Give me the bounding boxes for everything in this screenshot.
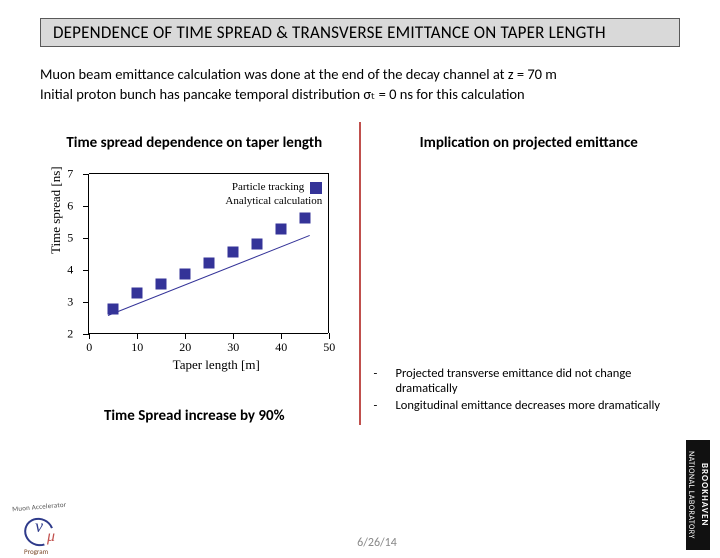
chart-xtick-label: 20 [179, 340, 191, 355]
left-column: Time spread dependence on taper length T… [30, 134, 359, 425]
content-columns: Time spread dependence on taper length T… [30, 134, 690, 425]
chart-xtick-label: 30 [227, 340, 239, 355]
chart-xlabel: Taper length [m] [44, 357, 344, 373]
nu-icon: ν [35, 516, 43, 537]
chart-marker [300, 212, 311, 223]
chart-xtick-label: 50 [323, 340, 335, 355]
chart-xtick-label: 40 [275, 340, 287, 355]
chart-marker [252, 238, 263, 249]
bnl-logo: BROOKHAVEN NATIONAL LABORATORY [686, 440, 710, 550]
slide-title: DEPENDENCE OF TIME SPREAD & TRANSVERSE E… [40, 18, 680, 47]
bullet-list: - Projected transverse emittance did not… [367, 366, 690, 415]
chart-trend-line [108, 235, 310, 316]
chart-marker [276, 224, 287, 235]
chart-ytick [83, 270, 89, 271]
chart-marker [108, 304, 119, 315]
left-caption: Time Spread increase by 90% [104, 407, 285, 425]
body-line-1: Muon beam emittance calculation was done… [40, 65, 680, 85]
slide-footer: Muon Accelerator ν μ Program 6/26/14 BRO… [0, 440, 720, 550]
bullet-text-1: Projected transverse emittance did not c… [395, 366, 680, 396]
logo-text-bottom: Program [24, 547, 48, 556]
mu-icon: μ [47, 528, 55, 546]
bnl-big: BROOKHAVEN [699, 444, 710, 546]
chart-xtick [233, 333, 234, 339]
chart-ytick-label: 2 [67, 327, 73, 342]
chart-ytick [83, 174, 89, 175]
chart-ytick-label: 3 [67, 295, 73, 310]
legend-item-2: Analytical calculation [225, 195, 322, 207]
chart-ytick [83, 206, 89, 207]
chart-marker [156, 278, 167, 289]
right-column: Implication on projected emittance - Pro… [361, 134, 690, 425]
chart-ytick-label: 4 [67, 263, 73, 278]
bullet-dash: - [373, 366, 381, 396]
chart-xtick [137, 333, 138, 339]
chart-xtick-label: 0 [86, 340, 92, 355]
legend-swatch [310, 182, 322, 194]
bullet-row: - Longitudinal emittance decreases more … [373, 398, 680, 413]
chart-xtick [281, 333, 282, 339]
body-text: Muon beam emittance calculation was done… [40, 65, 680, 104]
left-subtitle: Time spread dependence on taper length [66, 134, 322, 152]
chart-marker [204, 257, 215, 268]
chart-ytick-label: 5 [67, 231, 73, 246]
map-logo-icon: Muon Accelerator ν μ Program [18, 510, 68, 550]
body-line-2: Initial proton bunch has pancake tempora… [40, 85, 680, 105]
chart-ytick [83, 238, 89, 239]
chart-marker [180, 268, 191, 279]
bullet-row: - Projected transverse emittance did not… [373, 366, 680, 396]
chart-plot-area: Particle tracking Analytical calculation… [88, 174, 328, 334]
chart-marker [132, 288, 143, 299]
right-subtitle: Implication on projected emittance [420, 134, 638, 152]
bullet-text-2: Longitudinal emittance decreases more dr… [395, 398, 660, 413]
chart-legend: Particle tracking Analytical calculation [225, 180, 322, 209]
chart-ytick [83, 302, 89, 303]
legend-item-1: Particle tracking [232, 181, 304, 193]
logo-text-top: Muon Accelerator [12, 500, 67, 514]
bnl-small: NATIONAL LABORATORY [686, 444, 696, 546]
chart-xtick-label: 10 [131, 340, 143, 355]
footer-date: 6/26/14 [357, 536, 397, 550]
chart-ytick-label: 6 [67, 199, 73, 214]
chart-ylabel: Time spread [ns] [48, 167, 64, 255]
chart-marker [228, 246, 239, 257]
bullet-dash: - [373, 398, 381, 413]
title-text: DEPENDENCE OF TIME SPREAD & TRANSVERSE E… [53, 22, 606, 43]
chart-xtick [185, 333, 186, 339]
chart-xtick [329, 333, 330, 339]
chart-ytick-label: 7 [67, 167, 73, 182]
chart-xtick [89, 333, 90, 339]
time-spread-chart: Time spread [ns] Particle tracking Analy… [44, 166, 344, 371]
